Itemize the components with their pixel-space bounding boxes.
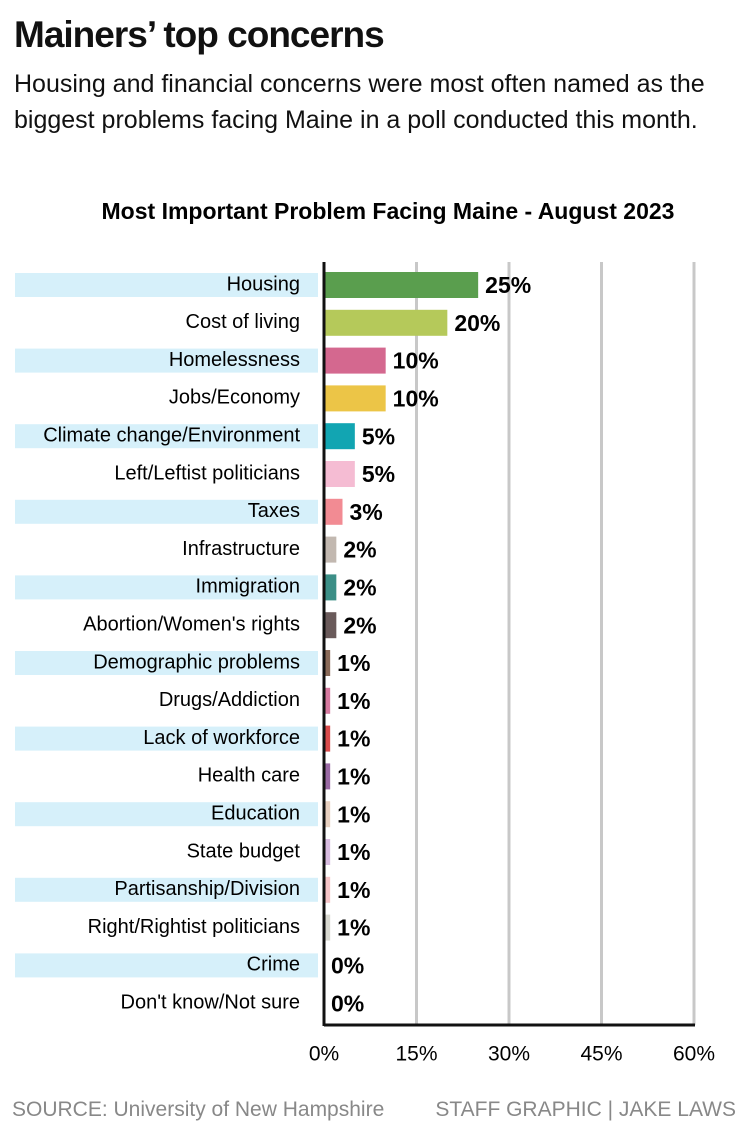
category-label: Demographic problems (93, 651, 300, 673)
category-label: Cost of living (186, 311, 301, 333)
value-label: 1% (337, 877, 370, 903)
value-label: 5% (362, 461, 395, 487)
bar (324, 461, 355, 487)
category-label: Housing (227, 273, 300, 295)
bar (324, 574, 337, 601)
x-tick-label: 60% (673, 1043, 715, 1066)
category-label: Health care (198, 765, 300, 787)
category-label: Crime (247, 954, 300, 976)
category-label: Left/Leftist politicians (114, 462, 300, 484)
bar (324, 423, 355, 450)
bar (324, 612, 337, 639)
chart: Most Important Problem Facing Maine - Au… (15, 198, 715, 1066)
bar (324, 498, 343, 525)
value-label: 3% (350, 499, 383, 525)
row-stripe (15, 953, 318, 978)
bar (324, 876, 331, 903)
subtitle: Housing and financial concerns were most… (14, 70, 705, 134)
value-label: 25% (485, 272, 531, 298)
value-label: 2% (343, 574, 376, 600)
category-label: State budget (187, 840, 301, 862)
row-stripe (15, 802, 318, 827)
category-label: Education (211, 802, 300, 824)
bar (324, 725, 331, 752)
value-label: 1% (337, 801, 370, 827)
row-stripe (15, 424, 318, 449)
bar (324, 650, 331, 676)
category-label: Jobs/Economy (169, 387, 300, 409)
source: SOURCE: University of New Hampshire (12, 1098, 385, 1121)
row-stripe (15, 651, 318, 675)
category-label: Infrastructure (182, 538, 300, 560)
value-label: 10% (393, 385, 439, 411)
value-label: 5% (362, 423, 395, 449)
value-label: 10% (393, 348, 439, 374)
value-label: 0% (331, 952, 364, 978)
value-label: 1% (337, 650, 370, 676)
x-tick-label: 0% (309, 1043, 339, 1066)
row-stripe (15, 499, 318, 524)
bar (324, 763, 331, 790)
row-stripe (15, 575, 318, 600)
category-label: Abortion/Women's rights (83, 613, 300, 635)
category-label: Drugs/Addiction (159, 689, 300, 711)
row-stripe (15, 877, 318, 902)
value-label: 2% (343, 537, 376, 563)
bar (324, 801, 331, 828)
category-label: Lack of workforce (143, 727, 300, 749)
chart-title: Most Important Problem Facing Maine - Au… (102, 198, 675, 224)
bar (324, 536, 337, 563)
title: Mainers’ top concerns (14, 14, 385, 55)
category-label: Don't know/Not sure (121, 991, 300, 1013)
x-tick-label: 15% (395, 1043, 437, 1066)
value-label: 1% (337, 839, 370, 865)
row-stripe (15, 348, 318, 373)
row-stripe (15, 726, 318, 751)
x-tick-label: 45% (580, 1043, 622, 1066)
value-label: 1% (337, 688, 370, 714)
bar (324, 385, 386, 412)
bar (324, 914, 331, 941)
bar (324, 687, 331, 714)
value-label: 2% (343, 612, 376, 638)
bar (324, 347, 386, 374)
value-label: 1% (337, 726, 370, 752)
value-label: 1% (337, 915, 370, 941)
bar (324, 839, 331, 865)
value-label: 1% (337, 763, 370, 789)
category-label: Partisanship/Division (114, 878, 300, 900)
bar (324, 309, 448, 336)
bar (324, 272, 479, 298)
category-label: Climate change/Environment (43, 424, 300, 446)
category-label: Immigration (196, 576, 300, 598)
credit: STAFF GRAPHIC | JAKE LAWS (435, 1098, 736, 1121)
value-label: 20% (454, 310, 500, 336)
category-label: Homelessness (169, 349, 300, 371)
value-label: 0% (331, 990, 364, 1016)
row-stripe (15, 273, 318, 297)
x-tick-label: 30% (488, 1043, 530, 1066)
category-label: Taxes (248, 500, 300, 522)
category-label: Right/Rightist politicians (88, 916, 300, 938)
